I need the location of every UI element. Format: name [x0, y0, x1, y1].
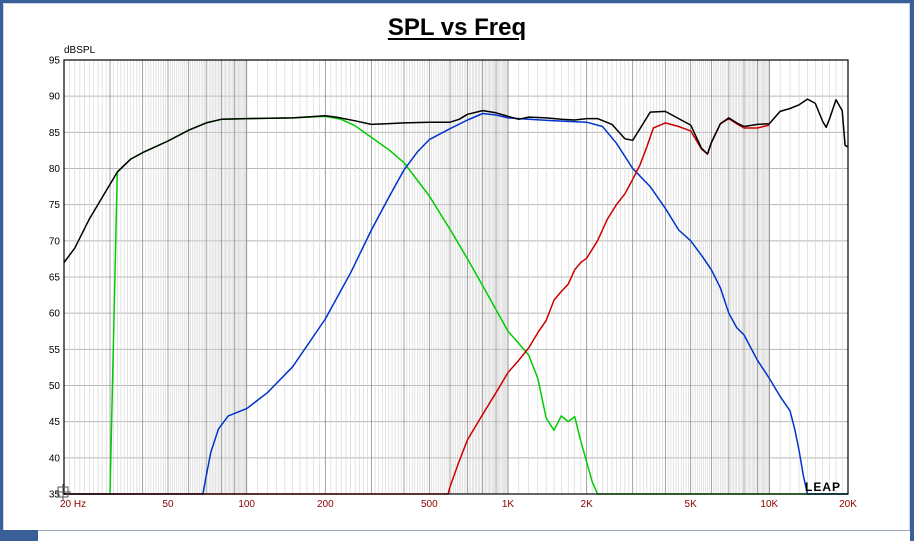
y-tick-label: 65 — [49, 273, 61, 284]
x-tick-label: 200 — [317, 499, 334, 510]
series-line-2 — [64, 112, 848, 495]
y-tick-label: 55 — [49, 345, 61, 356]
x-tick-label: 10K — [760, 499, 778, 510]
chart-title: SPL vs Freq — [387, 14, 527, 41]
y-tick-label: 40 — [49, 453, 61, 464]
y-tick-label: 45 — [49, 417, 61, 428]
series — [63, 98, 849, 495]
y-tick-label: 85 — [49, 128, 61, 139]
leap-logo: LEAP — [805, 480, 841, 494]
x-tick-label: 2K — [581, 499, 594, 510]
y-tick-label: 60 — [49, 309, 61, 320]
x-tick-label: 20K — [839, 499, 857, 510]
y-tick-label: 35 — [49, 490, 61, 501]
left-frame-strip — [0, 530, 38, 540]
leap-watermark: LEAP — [805, 480, 841, 494]
y-tick-label: 75 — [49, 200, 61, 211]
y-ticks: 35 40 45 50 55 60 65 70 75 80 85 90 95 — [49, 56, 61, 501]
crosshair-cursor-icon[interactable] — [55, 484, 71, 500]
x-tick-label: 1K — [502, 499, 515, 510]
y-tick-label: 90 — [49, 92, 61, 103]
x-tick-label: 500 — [421, 499, 438, 510]
y-tick-label: 80 — [49, 164, 61, 175]
x-tick-label: 50 — [162, 499, 174, 510]
x-ticks: 20 Hz 50 100 200 500 1K 2K 5K 10K 20K — [60, 499, 857, 510]
y-tick-label: 95 — [49, 56, 61, 67]
plot-border — [63, 59, 849, 495]
series-line-0 — [63, 98, 849, 263]
plot-frame — [63, 59, 849, 495]
y-tick-label: 50 — [49, 381, 61, 392]
y-axis-label: dBSPL — [64, 45, 96, 56]
x-tick-label: 100 — [238, 499, 255, 510]
x-tick-label: 5K — [685, 499, 698, 510]
bottom-strip — [38, 530, 910, 541]
grid — [63, 59, 849, 495]
x-tick-label: 20 Hz — [60, 499, 86, 510]
y-tick-label: 70 — [49, 236, 61, 247]
